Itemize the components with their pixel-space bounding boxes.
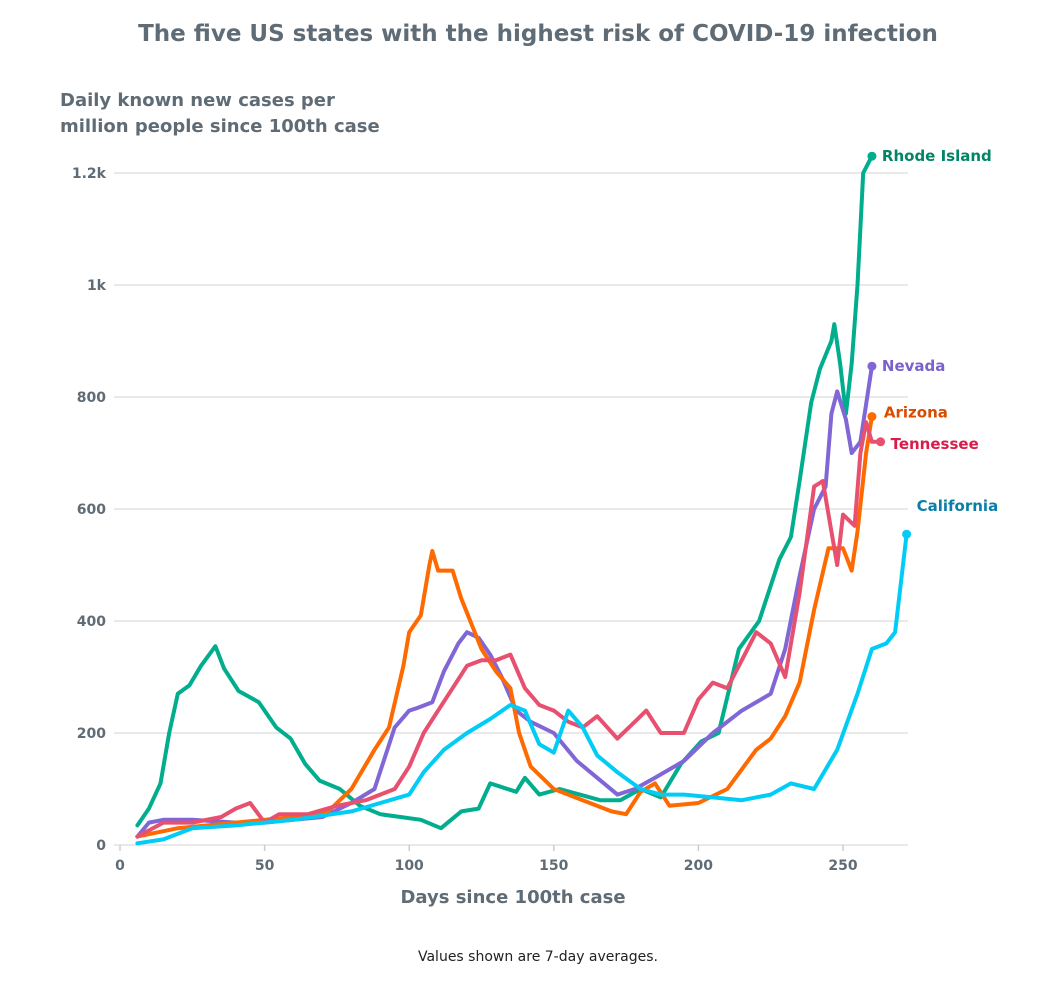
y-tick-label: 0 xyxy=(96,838,106,854)
series-end-point xyxy=(876,437,886,447)
x-tick-label: 250 xyxy=(828,858,857,874)
series-end-point xyxy=(867,412,877,422)
x-tick-label: 200 xyxy=(684,858,713,874)
series-label: Arizona xyxy=(884,404,948,422)
y-axis-label-line-1: Daily known new cases per xyxy=(60,90,335,111)
y-tick-label: 800 xyxy=(77,390,106,406)
series-label: Tennessee xyxy=(891,435,979,453)
series-label: Rhode Island xyxy=(882,147,992,165)
y-tick-label: 1k xyxy=(87,278,107,294)
series-label: California xyxy=(917,497,999,515)
series-line-tennessee xyxy=(135,420,883,839)
x-tick-label: 150 xyxy=(539,858,568,874)
x-tick-label: 100 xyxy=(395,858,424,874)
series-label: Nevada xyxy=(882,357,946,375)
series-end-point xyxy=(867,361,877,371)
y-tick-label: 200 xyxy=(77,726,106,742)
chart-title: The five US states with the highest risk… xyxy=(138,21,938,47)
x-tick-label: 50 xyxy=(255,858,275,874)
y-axis-label-line-2: million people since 100th case xyxy=(60,116,380,137)
x-tick-label: 0 xyxy=(115,858,125,874)
x-axis-label: Days since 100th case xyxy=(400,887,625,908)
series-end-point xyxy=(867,151,877,161)
series-line-california xyxy=(135,532,909,846)
y-tick-label: 1.2k xyxy=(72,166,107,182)
series-end-point xyxy=(902,529,912,539)
footnote: Values shown are 7-day averages. xyxy=(418,949,658,965)
series-line-arizona xyxy=(135,414,874,839)
series-line-rhode-island xyxy=(135,154,874,831)
series-line-nevada xyxy=(135,364,874,839)
y-tick-label: 600 xyxy=(77,502,106,518)
y-tick-label: 400 xyxy=(77,614,106,630)
